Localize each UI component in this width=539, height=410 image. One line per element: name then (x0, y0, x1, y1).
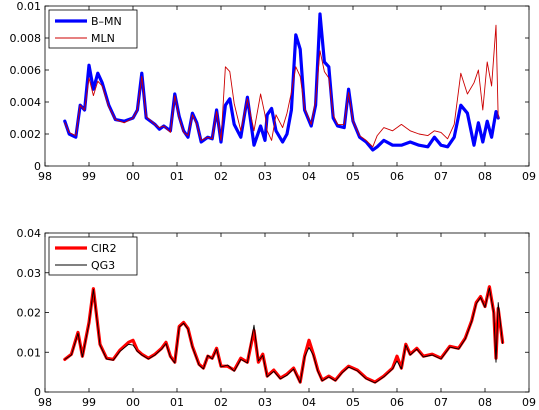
x-tick-label: 02 (214, 396, 228, 409)
legend-label: QG3 (91, 259, 115, 272)
legend-box (48, 236, 138, 276)
y-tick-label: 0 (34, 160, 41, 173)
x-tick-label: 99 (82, 170, 96, 183)
y-tick-label: 0.04 (17, 227, 42, 240)
y-tick-label: 0.01 (17, 0, 42, 13)
x-tick-label: 09 (522, 396, 536, 409)
x-tick-label: 06 (390, 170, 404, 183)
y-tick-label: 0.03 (17, 267, 42, 280)
y-tick-label: 0.008 (10, 32, 42, 45)
x-tick-label: 01 (170, 396, 184, 409)
x-tick-label: 01 (170, 170, 184, 183)
x-tick-label: 06 (390, 396, 404, 409)
y-tick-label: 0.004 (10, 96, 42, 109)
bottom-chart-panel: 98 99 00 01 02 03 04 05 06 07 08 09 0 0.01 0.02 0.03 0.0… (17, 227, 537, 409)
x-tick-label: 08 (478, 396, 492, 409)
x-tick-label: 00 (126, 396, 140, 409)
x-tick-label: 08 (478, 170, 492, 183)
x-tick-label: 03 (258, 396, 272, 409)
y-tick-label: 0 (34, 386, 41, 399)
x-tick-label: 07 (434, 396, 448, 409)
legend-box (48, 9, 138, 49)
x-tick-label: 05 (346, 170, 360, 183)
x-tick-label: 03 (258, 170, 272, 183)
x-tick-label: 00 (126, 170, 140, 183)
axes-box (44, 5, 530, 167)
y-tick-label: 0.006 (10, 64, 42, 77)
top-chart-panel: 98 99 00 01 02 03 04 05 06 07 08 09 0 0.002 0.004 0.006… (10, 0, 537, 183)
x-tick-label: 04 (302, 396, 316, 409)
series-line-primary (63, 285, 505, 384)
y-tick-label: 0.01 (17, 346, 42, 359)
series-line-secondary (64, 287, 504, 384)
x-tick-label: 02 (214, 170, 228, 183)
y-tick-label: 0.02 (17, 307, 42, 320)
legend-label: CIR2 (91, 242, 117, 255)
series-line-secondary (64, 24, 499, 148)
x-tick-label: 99 (82, 396, 96, 409)
x-tick-label: 98 (38, 396, 52, 409)
x-tick-label: 04 (302, 170, 316, 183)
x-tick-label: 07 (434, 170, 448, 183)
x-tick-label: 09 (522, 170, 536, 183)
legend-label: MLN (91, 32, 115, 45)
x-tick-label: 98 (38, 170, 52, 183)
y-tick-label: 0.002 (10, 128, 42, 141)
x-tick-label: 05 (346, 396, 360, 409)
legend-label: B–MN (91, 15, 122, 28)
